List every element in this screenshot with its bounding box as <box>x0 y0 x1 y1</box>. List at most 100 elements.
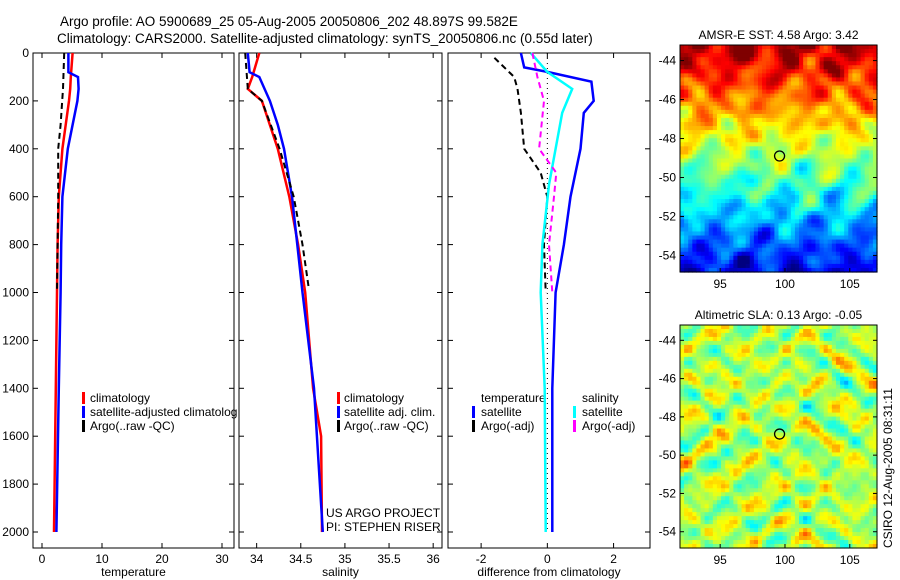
map-cell <box>794 61 800 66</box>
map-cell <box>766 186 771 192</box>
map-cell <box>700 142 706 147</box>
map-cell <box>745 199 751 204</box>
map-cell <box>827 142 833 147</box>
x-tick-label: 0 <box>39 552 46 566</box>
map-cell <box>840 53 845 58</box>
map-cell <box>725 113 730 119</box>
map-cell <box>856 400 862 406</box>
map-cell <box>794 356 800 362</box>
map-cell <box>856 480 862 485</box>
map-cell <box>840 328 845 334</box>
map-cell <box>770 263 775 269</box>
map-cell <box>712 392 718 398</box>
map-cell <box>852 199 858 204</box>
map-cell <box>790 150 796 156</box>
map-cell <box>807 432 812 438</box>
map-cell <box>688 492 693 497</box>
map-cell <box>729 53 734 58</box>
map-cell <box>770 460 775 465</box>
map-cell <box>721 89 726 95</box>
map-cell <box>721 227 726 233</box>
map-cell <box>762 259 767 265</box>
map-cell <box>688 45 693 50</box>
map-cell <box>770 468 775 473</box>
map-cell <box>766 162 771 168</box>
map-cell <box>840 105 845 111</box>
map-cell <box>712 207 718 212</box>
map-cell <box>811 356 817 362</box>
map-cell <box>692 332 698 338</box>
map-cell <box>831 396 837 402</box>
map-cell <box>737 372 743 378</box>
map-cell <box>868 364 874 370</box>
map-cell <box>696 239 702 245</box>
map-cell <box>807 219 812 224</box>
map-cell <box>819 340 825 346</box>
map-cell <box>852 227 858 233</box>
map-cell <box>733 247 739 253</box>
map-cell <box>721 134 726 139</box>
map-cell <box>848 146 853 151</box>
map-cell <box>721 356 726 362</box>
map-cell <box>815 404 821 410</box>
map-cell <box>827 376 833 382</box>
map-cell <box>868 472 874 477</box>
map-cell <box>688 85 693 91</box>
map-cell <box>835 146 841 151</box>
map-cell <box>696 97 702 103</box>
map-cell <box>819 444 825 450</box>
map-cell <box>799 178 804 184</box>
map-cell <box>708 186 714 192</box>
map-cell <box>688 93 693 99</box>
map-cell <box>811 138 817 143</box>
map-cell <box>827 211 833 216</box>
map-cell <box>835 440 841 446</box>
map-cell <box>762 396 767 402</box>
map-cell <box>700 448 706 454</box>
map-cell <box>737 328 743 334</box>
map-cell <box>716 219 722 224</box>
map-cell <box>864 408 870 414</box>
map-cell <box>766 259 771 265</box>
map-cell <box>774 65 780 70</box>
map-cell <box>872 408 878 414</box>
map-cell <box>692 219 698 224</box>
map-cell <box>753 388 759 394</box>
map-cell <box>700 73 706 79</box>
map-cell <box>848 158 853 164</box>
map-cell <box>688 215 693 220</box>
map-cell <box>708 49 714 54</box>
map-cell <box>872 400 878 406</box>
map-cell <box>741 392 747 398</box>
map-cell <box>827 432 833 438</box>
map-cell <box>757 215 763 220</box>
map-cell <box>704 211 710 216</box>
map-cell <box>827 448 833 454</box>
map-cell <box>704 428 710 434</box>
map-cell <box>684 267 689 273</box>
map-cell <box>684 472 689 477</box>
map-cell <box>868 404 874 410</box>
map-cell <box>770 388 775 394</box>
map-cell <box>864 404 870 410</box>
map-cell <box>737 190 743 196</box>
map-cell <box>729 468 734 473</box>
map-cell <box>712 134 718 139</box>
map-cell <box>786 456 792 461</box>
map-cell <box>868 138 874 143</box>
map-cell <box>864 158 870 164</box>
map-cell <box>778 142 784 147</box>
map-cell <box>753 360 759 366</box>
map-cell <box>704 440 710 446</box>
map-cell <box>680 336 685 342</box>
map-cell <box>688 122 693 127</box>
map-cell <box>770 452 775 458</box>
map-cell <box>692 328 698 334</box>
map-cell <box>696 150 702 156</box>
map-cell <box>852 400 858 406</box>
map-cell <box>856 130 862 135</box>
map-cell <box>856 472 862 477</box>
map-cell <box>782 416 788 422</box>
map-cell <box>803 328 808 334</box>
map-cell <box>782 138 788 143</box>
